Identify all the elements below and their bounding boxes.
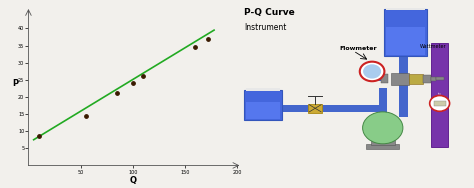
Bar — [409, 74, 423, 84]
Bar — [371, 140, 394, 145]
Bar — [393, 76, 407, 82]
Bar — [431, 77, 436, 81]
Text: Wattmeter: Wattmeter — [419, 45, 446, 49]
Bar — [391, 73, 409, 85]
Bar — [244, 90, 282, 120]
Point — [191, 46, 199, 49]
Point — [35, 135, 43, 138]
Point — [139, 75, 147, 78]
Bar — [308, 104, 322, 113]
Bar — [280, 105, 379, 112]
Bar — [246, 102, 280, 119]
Text: Instrument: Instrument — [244, 23, 286, 32]
Circle shape — [363, 64, 381, 79]
Bar — [369, 77, 386, 81]
Bar — [436, 77, 445, 80]
Bar — [431, 43, 448, 147]
Point — [82, 114, 90, 117]
Bar — [381, 74, 388, 83]
FancyBboxPatch shape — [434, 101, 446, 106]
X-axis label: Q: Q — [129, 176, 136, 185]
Bar — [386, 8, 425, 10]
Bar — [423, 75, 431, 83]
Y-axis label: P: P — [12, 79, 18, 88]
Bar — [384, 9, 427, 56]
Text: P-Q Curve: P-Q Curve — [244, 8, 295, 17]
Point — [113, 92, 121, 95]
Text: Flowmeter: Flowmeter — [339, 46, 376, 51]
Circle shape — [360, 62, 384, 81]
Bar — [379, 88, 388, 117]
Text: Motor: Motor — [437, 91, 442, 105]
Bar — [366, 144, 399, 149]
Bar — [399, 56, 408, 117]
Point — [204, 37, 211, 40]
Point — [129, 82, 137, 85]
Wedge shape — [363, 112, 403, 144]
Bar — [386, 27, 425, 55]
Bar — [246, 88, 280, 91]
Circle shape — [429, 96, 449, 111]
Bar — [282, 105, 284, 112]
